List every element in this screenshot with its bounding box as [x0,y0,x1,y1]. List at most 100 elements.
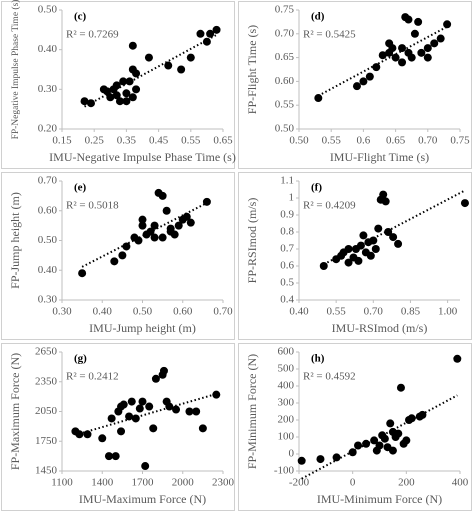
y-tick-label: 0.50 [275,123,295,135]
data-point [182,212,191,221]
data-point [407,53,416,62]
data-point [119,400,128,409]
data-point [83,430,92,439]
data-point [348,448,357,457]
data-point [151,374,160,383]
y-tick-label: 0.70 [275,27,295,39]
data-point [118,251,127,260]
y-tick-label: 0.70 [38,175,58,187]
r-squared: R² = 0.5018 [66,200,119,212]
data-point [391,53,400,62]
data-point [150,221,159,230]
data-point [138,215,147,224]
y-tick-label: 0.40 [38,43,58,55]
y-tick-label: 2350 [35,375,58,387]
data-point [78,269,87,278]
y-tick-label: 0.7 [280,243,294,255]
data-point [344,258,353,267]
data-point [198,424,207,433]
data-point [104,452,113,461]
y-tick-label: 0.30 [38,83,58,95]
y-tick-label: 0.65 [275,51,295,63]
y-tick-label: 0.60 [38,204,58,216]
x-tick-label: 0.55 [327,306,347,318]
data-point [212,25,221,34]
data-point [132,69,141,78]
data-point [423,44,432,53]
x-tick-label: 2000 [172,477,195,489]
data-point [380,434,389,443]
panel-border [1,1,235,169]
y-tick-label: 0.50 [38,4,58,16]
y-tick-label: 0.60 [275,75,295,87]
data-point [122,97,131,106]
data-point [362,439,371,448]
data-point [166,224,175,233]
panel: 0.4 0.5 0.6 0.7 0.8 0.9 1 1.1 0.40 0.55 0.70 0.85 1.… [238,172,472,340]
data-point [369,236,378,245]
data-point [356,241,365,250]
data-point [366,251,375,260]
x-tick-label: 0.40 [93,306,113,318]
data-point [407,414,416,423]
data-point [185,407,194,416]
panel-border [238,172,472,340]
x-tick-label: 0.50 [289,135,309,147]
data-point [202,197,211,206]
x-tick-label: 0 [350,477,356,489]
data-point [110,257,119,266]
panel-border [1,343,235,511]
data-point [131,414,140,423]
y-tick-label: 0.5 [280,277,294,289]
data-point [359,231,368,240]
data-point [371,245,380,253]
y-tick-label: 100 [278,431,295,443]
data-point [75,430,84,439]
data-point [414,17,423,26]
data-point [297,456,306,465]
panel: -100 0 100 200 300 400 500 600 -200 0 200 400 IMU-Mi… [238,343,472,511]
x-tick-label: 2300 [212,477,235,489]
data-point [394,429,403,438]
data-point [138,397,147,406]
y-tick-label: 300 [278,397,295,409]
x-tick-label: 0.75 [450,135,470,147]
panel-label: (e) [74,182,87,194]
y-tick-label: 1.1 [280,175,294,187]
data-point [398,58,407,67]
data-point [111,452,120,461]
x-tick-label: 0.70 [213,306,233,318]
x-tick-label: 0.55 [181,135,201,147]
data-point [112,81,121,90]
x-tick-label: 1.00 [438,306,458,318]
data-point [174,221,183,230]
data-point [80,97,89,106]
data-point [86,99,95,108]
data-point [359,77,368,86]
x-axis-label: IMU-Minimum Force (N) [317,492,442,506]
r-squared: R² = 0.2412 [66,371,119,383]
panel-label: (d) [311,11,325,23]
x-axis-label: IMU-Jump height (m) [89,321,196,335]
y-tick-label: 0.8 [280,226,294,238]
data-point [453,354,462,363]
data-point [386,419,395,428]
panel-border [1,172,235,340]
data-point [141,462,150,471]
x-tick-label: -200 [289,477,310,489]
data-point [206,29,215,38]
y-tick-label: 200 [278,414,295,426]
data-point [354,441,363,450]
data-point [316,455,325,464]
x-tick-label: 0.15 [52,135,72,147]
x-tick-label: 1100 [51,477,73,489]
x-tick-label: 0.65 [213,135,233,147]
data-point [170,230,179,239]
x-tick-label: 0.50 [133,306,153,318]
y-tick-label: 0.6 [280,260,294,272]
data-point [410,29,419,38]
data-point [374,224,383,233]
y-tick-label: -100 [274,465,295,477]
y-tick-label: 0.50 [38,234,58,246]
